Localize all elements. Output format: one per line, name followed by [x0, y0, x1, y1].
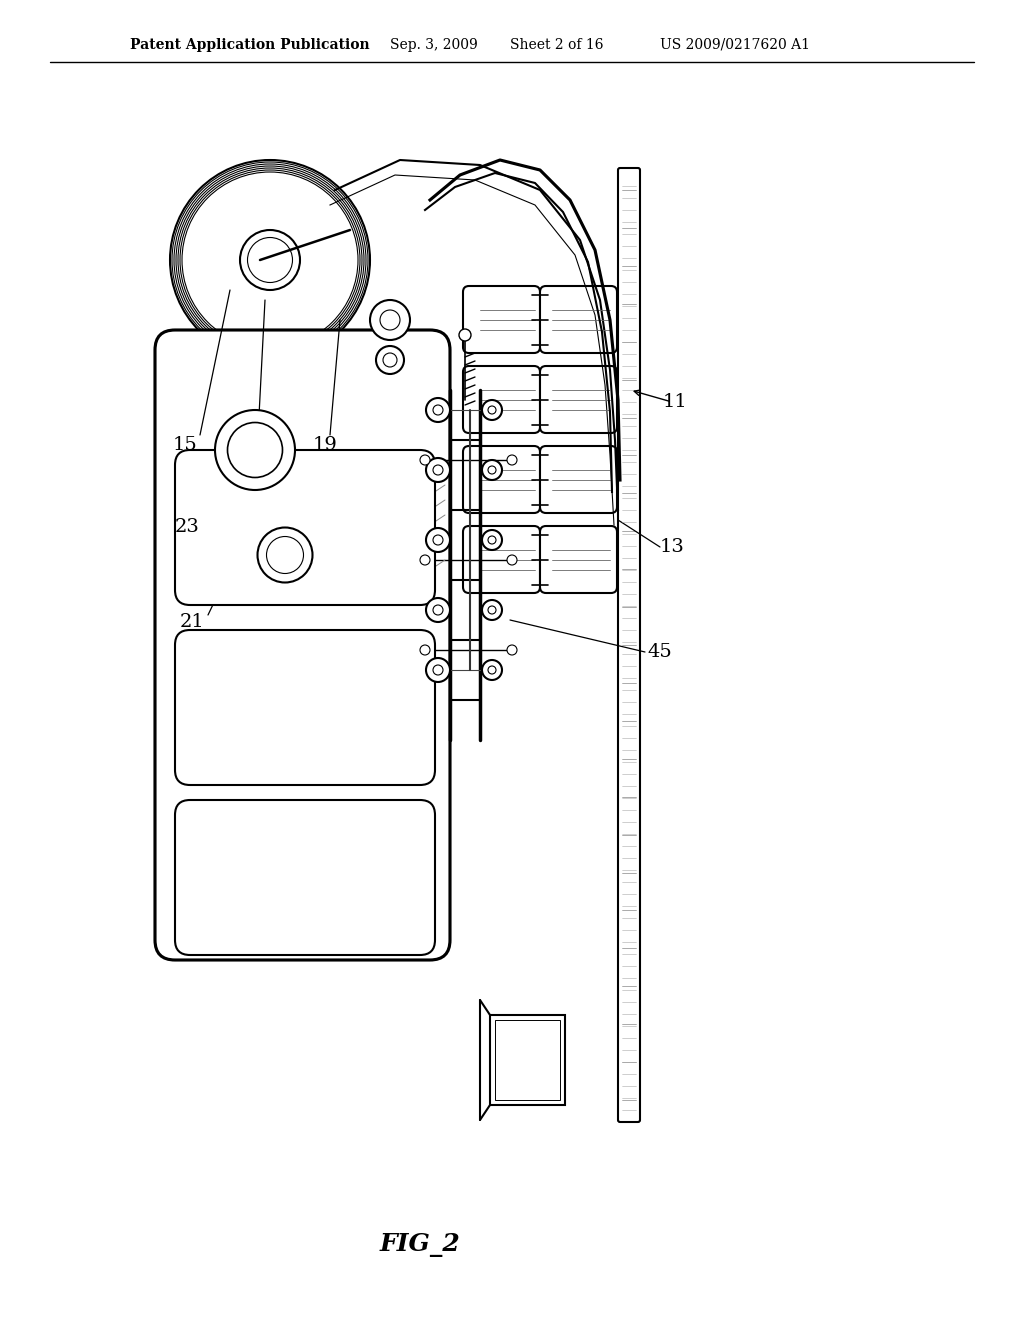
- Text: 23: 23: [174, 517, 200, 536]
- Circle shape: [488, 606, 496, 614]
- Circle shape: [426, 598, 450, 622]
- Circle shape: [482, 660, 502, 680]
- Ellipse shape: [180, 170, 360, 350]
- Circle shape: [507, 455, 517, 465]
- Text: 21: 21: [179, 612, 205, 631]
- FancyBboxPatch shape: [175, 630, 435, 785]
- FancyBboxPatch shape: [463, 525, 540, 593]
- Text: 15: 15: [173, 436, 198, 454]
- Bar: [490, 1015, 565, 1105]
- Circle shape: [420, 645, 430, 655]
- Circle shape: [507, 554, 517, 565]
- FancyBboxPatch shape: [540, 525, 617, 593]
- Ellipse shape: [248, 238, 293, 282]
- FancyBboxPatch shape: [463, 446, 540, 513]
- Circle shape: [426, 399, 450, 422]
- Circle shape: [376, 346, 404, 374]
- Circle shape: [426, 458, 450, 482]
- Circle shape: [426, 528, 450, 552]
- Circle shape: [488, 667, 496, 675]
- Bar: [495, 1020, 560, 1100]
- FancyBboxPatch shape: [540, 446, 617, 513]
- Text: 17: 17: [243, 436, 267, 454]
- Ellipse shape: [170, 160, 370, 360]
- Polygon shape: [175, 355, 430, 940]
- Circle shape: [433, 605, 443, 615]
- Text: FIG_2: FIG_2: [380, 1233, 461, 1257]
- Circle shape: [482, 601, 502, 620]
- Ellipse shape: [172, 162, 368, 358]
- Circle shape: [433, 405, 443, 414]
- Circle shape: [433, 665, 443, 675]
- Circle shape: [380, 310, 400, 330]
- Circle shape: [426, 657, 450, 682]
- Ellipse shape: [215, 411, 295, 490]
- Ellipse shape: [227, 422, 283, 478]
- FancyBboxPatch shape: [618, 168, 640, 1122]
- Ellipse shape: [174, 164, 366, 356]
- Ellipse shape: [178, 168, 362, 352]
- Circle shape: [482, 400, 502, 420]
- Circle shape: [488, 407, 496, 414]
- Circle shape: [488, 536, 496, 544]
- Ellipse shape: [182, 172, 358, 348]
- Circle shape: [420, 554, 430, 565]
- Ellipse shape: [257, 528, 312, 582]
- Text: US 2009/0217620 A1: US 2009/0217620 A1: [660, 38, 810, 51]
- Circle shape: [433, 465, 443, 475]
- Text: 13: 13: [659, 539, 684, 556]
- Ellipse shape: [266, 536, 303, 573]
- Text: Sep. 3, 2009: Sep. 3, 2009: [390, 38, 478, 51]
- FancyBboxPatch shape: [540, 286, 617, 352]
- Circle shape: [488, 466, 496, 474]
- FancyBboxPatch shape: [463, 286, 540, 352]
- FancyBboxPatch shape: [175, 800, 435, 954]
- Ellipse shape: [240, 230, 300, 290]
- Text: 11: 11: [663, 393, 687, 411]
- Circle shape: [482, 531, 502, 550]
- Ellipse shape: [176, 166, 364, 354]
- FancyBboxPatch shape: [175, 450, 435, 605]
- FancyBboxPatch shape: [463, 366, 540, 433]
- Circle shape: [507, 645, 517, 655]
- Circle shape: [433, 535, 443, 545]
- Circle shape: [420, 455, 430, 465]
- Circle shape: [383, 352, 397, 367]
- Circle shape: [459, 329, 471, 341]
- Text: Sheet 2 of 16: Sheet 2 of 16: [510, 38, 603, 51]
- Text: 19: 19: [312, 436, 338, 454]
- FancyBboxPatch shape: [540, 366, 617, 433]
- Text: 45: 45: [647, 643, 673, 661]
- Circle shape: [370, 300, 410, 341]
- Circle shape: [482, 459, 502, 480]
- FancyBboxPatch shape: [155, 330, 450, 960]
- Text: Patent Application Publication: Patent Application Publication: [130, 38, 370, 51]
